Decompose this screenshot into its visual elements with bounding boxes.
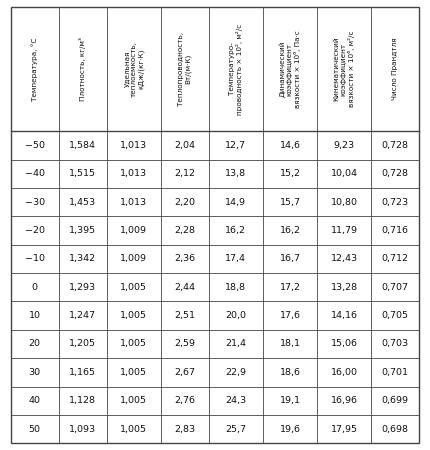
Text: 1,453: 1,453 [69, 198, 96, 207]
Text: 0,728: 0,728 [382, 141, 409, 150]
Text: Удельная
теплоемкость,
кДж/(кг·К): Удельная теплоемкость, кДж/(кг·К) [123, 41, 144, 97]
Text: 1,293: 1,293 [69, 283, 96, 292]
Text: Динамический
коэффициент
вязкости × 10⁶, Па·с: Динамический коэффициент вязкости × 10⁶,… [279, 30, 301, 108]
Text: 0,728: 0,728 [382, 169, 409, 178]
Text: 2,20: 2,20 [174, 198, 195, 207]
Text: Температура, °C: Температура, °C [31, 37, 38, 101]
Text: 1,005: 1,005 [120, 339, 147, 348]
Text: 9,23: 9,23 [334, 141, 355, 150]
Text: 1,128: 1,128 [69, 396, 96, 405]
Text: 2,28: 2,28 [174, 226, 195, 235]
Text: −10: −10 [25, 254, 45, 263]
Text: 12,43: 12,43 [331, 254, 358, 263]
Text: 1,205: 1,205 [69, 339, 96, 348]
Text: 16,00: 16,00 [331, 368, 358, 377]
Text: 16,2: 16,2 [280, 226, 301, 235]
Text: 1,005: 1,005 [120, 424, 147, 433]
Text: 2,51: 2,51 [174, 311, 195, 320]
Text: 14,6: 14,6 [280, 141, 301, 150]
Text: 1,005: 1,005 [120, 311, 147, 320]
Text: 1,005: 1,005 [120, 396, 147, 405]
Text: 2,83: 2,83 [174, 424, 195, 433]
Text: −30: −30 [25, 198, 45, 207]
Text: 14,16: 14,16 [331, 311, 358, 320]
Text: Температуро-
проводность × 10², м²/с: Температуро- проводность × 10², м²/с [229, 23, 243, 115]
Text: Теплопроводность,
Вт/(м·К): Теплопроводность, Вт/(м·К) [178, 32, 191, 106]
Text: 10,80: 10,80 [331, 198, 358, 207]
Text: −50: −50 [25, 141, 45, 150]
Text: 1,395: 1,395 [69, 226, 96, 235]
Text: 17,2: 17,2 [280, 283, 301, 292]
Text: 0,712: 0,712 [382, 254, 409, 263]
Text: 18,6: 18,6 [280, 368, 301, 377]
Text: 1,342: 1,342 [69, 254, 96, 263]
Text: 13,8: 13,8 [225, 169, 246, 178]
Text: 2,36: 2,36 [174, 254, 195, 263]
Text: 1,515: 1,515 [69, 169, 96, 178]
Text: 1,165: 1,165 [69, 368, 96, 377]
Text: 2,59: 2,59 [174, 339, 195, 348]
Text: 10,04: 10,04 [331, 169, 358, 178]
Text: 10: 10 [29, 311, 41, 320]
Text: 18,8: 18,8 [225, 283, 246, 292]
Text: 20,0: 20,0 [225, 311, 246, 320]
Text: 15,06: 15,06 [331, 339, 358, 348]
Text: 17,6: 17,6 [280, 311, 301, 320]
Text: 0: 0 [32, 283, 38, 292]
Text: 16,2: 16,2 [225, 226, 246, 235]
Text: 1,009: 1,009 [120, 226, 147, 235]
Text: 1,009: 1,009 [120, 254, 147, 263]
Text: 1,013: 1,013 [120, 198, 147, 207]
Text: 15,2: 15,2 [280, 169, 301, 178]
Text: 19,6: 19,6 [280, 424, 301, 433]
Text: 40: 40 [29, 396, 41, 405]
Text: 1,584: 1,584 [69, 141, 96, 150]
Text: 16,96: 16,96 [331, 396, 358, 405]
Text: 20: 20 [29, 339, 41, 348]
Text: 30: 30 [29, 368, 41, 377]
Text: 24,3: 24,3 [225, 396, 246, 405]
Text: 50: 50 [29, 424, 41, 433]
Text: −20: −20 [25, 226, 45, 235]
Text: 2,67: 2,67 [174, 368, 195, 377]
Text: 0,701: 0,701 [382, 368, 409, 377]
Text: 0,698: 0,698 [382, 424, 409, 433]
Text: 1,093: 1,093 [69, 424, 96, 433]
Text: 14,9: 14,9 [225, 198, 246, 207]
Text: 2,76: 2,76 [174, 396, 195, 405]
Text: 1,247: 1,247 [69, 311, 96, 320]
Text: 22,9: 22,9 [225, 368, 246, 377]
Text: 21,4: 21,4 [225, 339, 246, 348]
Text: Кинематический
коэффициент
вязкости × 10⁶, м²/с: Кинематический коэффициент вязкости × 10… [334, 31, 355, 107]
Text: 25,7: 25,7 [225, 424, 246, 433]
Text: 1,013: 1,013 [120, 169, 147, 178]
Text: 0,716: 0,716 [382, 226, 409, 235]
Text: 2,04: 2,04 [174, 141, 195, 150]
Text: 1,005: 1,005 [120, 368, 147, 377]
Text: 2,12: 2,12 [174, 169, 195, 178]
Text: Плотность, кг/м³: Плотность, кг/м³ [79, 37, 86, 101]
Text: 17,95: 17,95 [331, 424, 358, 433]
Text: 18,1: 18,1 [280, 339, 301, 348]
Text: 15,7: 15,7 [280, 198, 301, 207]
Text: 0,707: 0,707 [382, 283, 409, 292]
Text: 1,013: 1,013 [120, 141, 147, 150]
Text: 0,705: 0,705 [382, 311, 409, 320]
Text: 17,4: 17,4 [225, 254, 246, 263]
Text: Число Прандтля: Число Прандтля [392, 38, 398, 100]
Text: 13,28: 13,28 [331, 283, 358, 292]
Text: 11,79: 11,79 [331, 226, 358, 235]
Text: 0,699: 0,699 [382, 396, 409, 405]
Text: −40: −40 [25, 169, 45, 178]
Text: 0,723: 0,723 [382, 198, 409, 207]
Text: 12,7: 12,7 [225, 141, 246, 150]
Text: 2,44: 2,44 [174, 283, 195, 292]
Text: 19,1: 19,1 [280, 396, 301, 405]
Text: 16,7: 16,7 [280, 254, 301, 263]
Text: 1,005: 1,005 [120, 283, 147, 292]
Text: 0,703: 0,703 [382, 339, 409, 348]
